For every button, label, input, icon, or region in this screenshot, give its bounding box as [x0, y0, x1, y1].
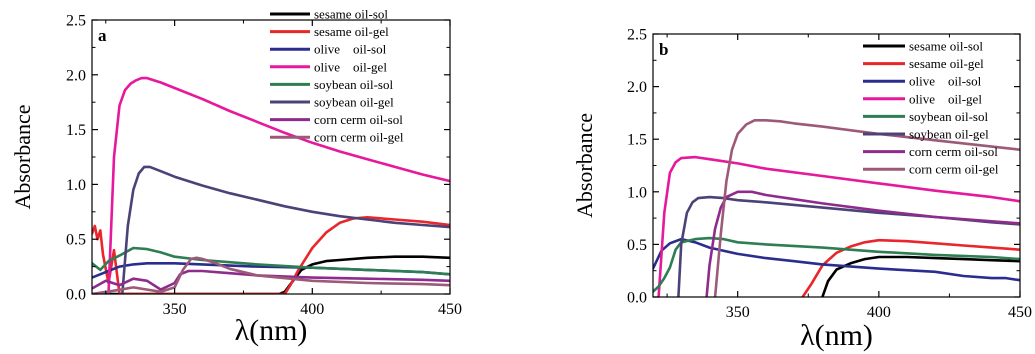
panel-b-x-tick-label-0: 350: [726, 304, 750, 321]
panel-a-legend-label-4: soybean oil-sol: [314, 77, 393, 92]
panel-a-legend: sesame oil-sol sesame oil-gel olive oil-so…: [270, 7, 404, 145]
panel-a-y-tick-label-5: 2.5: [66, 13, 86, 30]
panel-a-x-axis-label: λ(nm): [235, 314, 308, 347]
panel-b-legend-label-1: sesame oil-gel: [909, 56, 984, 71]
panel-a-series-line-4: [92, 246, 450, 276]
panel-b-series-group: [653, 119, 1020, 297]
panel-a-legend-label-0: sesame oil-sol: [314, 7, 388, 22]
panel-a-series-group: [92, 76, 450, 294]
panel-a-series-line-7: [92, 256, 450, 294]
panel-a-legend-label-5: soybean oil-gel: [314, 95, 394, 110]
panel-a-y-tick-label-1: 0.5: [66, 232, 86, 249]
panel-a-series-line-0: [92, 255, 450, 294]
panel-b-panel-letter: b: [659, 40, 668, 59]
panel-a-panel-letter: a: [98, 26, 107, 45]
panel-b-series-line-7: [713, 119, 1020, 297]
panel-b-x-tick-label-1: 400: [867, 304, 891, 321]
panel-a-y-tick-label-3: 1.5: [66, 122, 86, 139]
panel-b-legend-label-5: soybean oil-gel: [909, 127, 989, 142]
panel-a-legend-label-6: corn cerm oil-sol: [314, 112, 403, 127]
panel-a-legend-label-2: olive oil-sol: [314, 42, 387, 57]
panel-b-series-line-0: [821, 255, 1020, 297]
panel-b-legend: sesame oil-sol sesame oil-gel olive oil-so…: [863, 39, 999, 177]
panel-b-legend-label-6: corn cerm oil-sol: [909, 144, 998, 159]
panel-b-x-axis-label: λ(nm): [800, 319, 873, 352]
panel-a-y-tick-label-0: 0.0: [66, 287, 86, 304]
panel-a-series-line-1: [92, 216, 450, 294]
panel-a-series-line-6: [92, 269, 450, 291]
panel-b-y-axis-label: Absorbance: [572, 113, 597, 218]
panel-b-x-tick-label-2: 450: [1008, 304, 1032, 321]
panel-b-legend-label-7: corn cerm oil-gel: [909, 162, 999, 177]
panel-a-legend-label-1: sesame oil-gel: [314, 24, 389, 39]
panel-b-y-tick-label-3: 1.5: [627, 132, 647, 149]
panel-b-legend-label-0: sesame oil-sol: [909, 39, 983, 54]
panel-a-x-tick-label-2: 450: [438, 301, 462, 318]
panel-a-y-tick-label-4: 2.0: [66, 67, 86, 84]
panel-a-legend-label-3: olive oil-gel: [314, 59, 387, 74]
panel-a: 0.0 0.5 1.0 1.5 2.0 2.5 350 400 450 Absorbance λ(n…: [10, 7, 462, 348]
panel-b: 0.0 0.5 1.0 1.5 2.0 2.5 350 400 450 Absorbance λ(n…: [572, 27, 1032, 353]
panel-a-series-line-5: [121, 165, 450, 294]
panel-a-series-line-3: [107, 76, 450, 294]
panel-b-legend-label-2: olive oil-sol: [909, 74, 982, 89]
panel-b-series-line-3: [657, 155, 1020, 297]
panel-b-legend-label-4: soybean oil-sol: [909, 109, 988, 124]
panel-b-series-line-2: [653, 237, 1020, 282]
panel-b-y-tick-label-2: 1.0: [627, 184, 647, 201]
panel-a-y-axis-label: Absorbance: [10, 104, 35, 209]
panel-b-y-tick-label-4: 2.0: [627, 79, 647, 96]
panel-a-y-tick-label-2: 1.0: [66, 177, 86, 194]
panel-a-x-tick-label-1: 400: [300, 301, 324, 318]
panel-a-legend-label-7: corn cerm oil-gel: [314, 130, 404, 145]
panel-b-legend-label-3: olive oil-gel: [909, 91, 982, 106]
panel-b-series-line-1: [801, 238, 1020, 297]
panel-b-series-line-4: [653, 236, 1020, 294]
panel-a-axes-frame: [91, 19, 451, 295]
panel-a-x-tick-label-0: 350: [163, 301, 187, 318]
panel-b-y-tick-label-5: 2.5: [627, 27, 647, 44]
panel-b-series-line-6: [705, 190, 1020, 297]
panel-b-y-tick-label-0: 0.0: [627, 290, 647, 307]
panel-b-y-tick-label-1: 0.5: [627, 237, 647, 254]
